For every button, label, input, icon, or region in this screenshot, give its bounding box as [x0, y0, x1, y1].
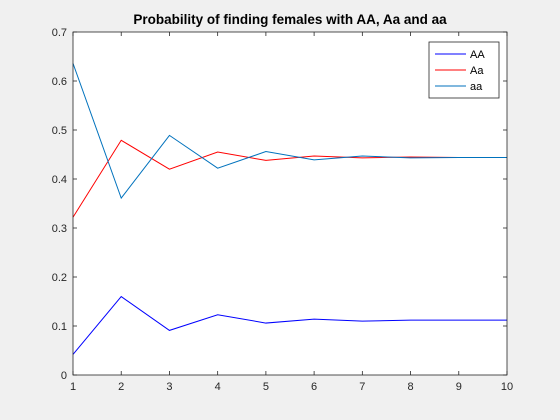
- series-line-AA: [72, 295, 507, 355]
- x-tick-label: 7: [359, 381, 365, 393]
- y-tick-label: 0: [61, 370, 67, 382]
- chart-title: Probability of finding females with AA, …: [133, 12, 447, 27]
- legend-label-Aa: Aa: [470, 65, 484, 77]
- legend: AA Aa aa: [428, 41, 500, 99]
- legend-label-aa: aa: [470, 81, 483, 93]
- legend-label-AA: AA: [470, 49, 485, 61]
- x-tick-label: 8: [407, 381, 413, 393]
- x-tick-label: 2: [118, 381, 124, 393]
- x-tick-label: 5: [263, 381, 269, 393]
- x-tick-label: 3: [166, 381, 172, 393]
- x-tick-label: 9: [456, 381, 462, 393]
- y-tick-label: 0.4: [52, 174, 67, 186]
- x-tick-label: 10: [501, 381, 513, 393]
- series-line-aa: [72, 63, 507, 200]
- y-tick-label: 0.5: [52, 125, 67, 137]
- x-tick-label: 1: [70, 381, 76, 393]
- axes-layer: 1 2 3 4 5 6 7 8 9 10 0 0.1 0.2 0.3 0.4 0.5 0.6 0.7: [52, 27, 513, 393]
- axes-box: [72, 31, 508, 376]
- y-tick-label: 0.6: [52, 76, 67, 88]
- y-tick-label: 0.2: [52, 272, 67, 284]
- series-layer: [72, 63, 507, 355]
- y-tick-label: 0.7: [52, 27, 67, 39]
- y-tick-label: 0.1: [52, 321, 67, 333]
- x-tick-label: 6: [311, 381, 317, 393]
- x-tick-label: 4: [215, 381, 221, 393]
- y-tick-label: 0.3: [52, 223, 67, 235]
